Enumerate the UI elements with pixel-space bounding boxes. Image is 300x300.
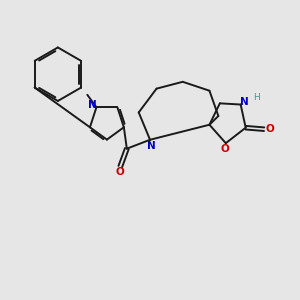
Text: N: N [88,100,97,110]
Text: H: H [253,94,260,103]
Text: N: N [240,97,249,106]
Text: O: O [116,167,124,177]
Text: O: O [220,143,229,154]
Text: N: N [147,141,156,151]
Text: O: O [265,124,274,134]
